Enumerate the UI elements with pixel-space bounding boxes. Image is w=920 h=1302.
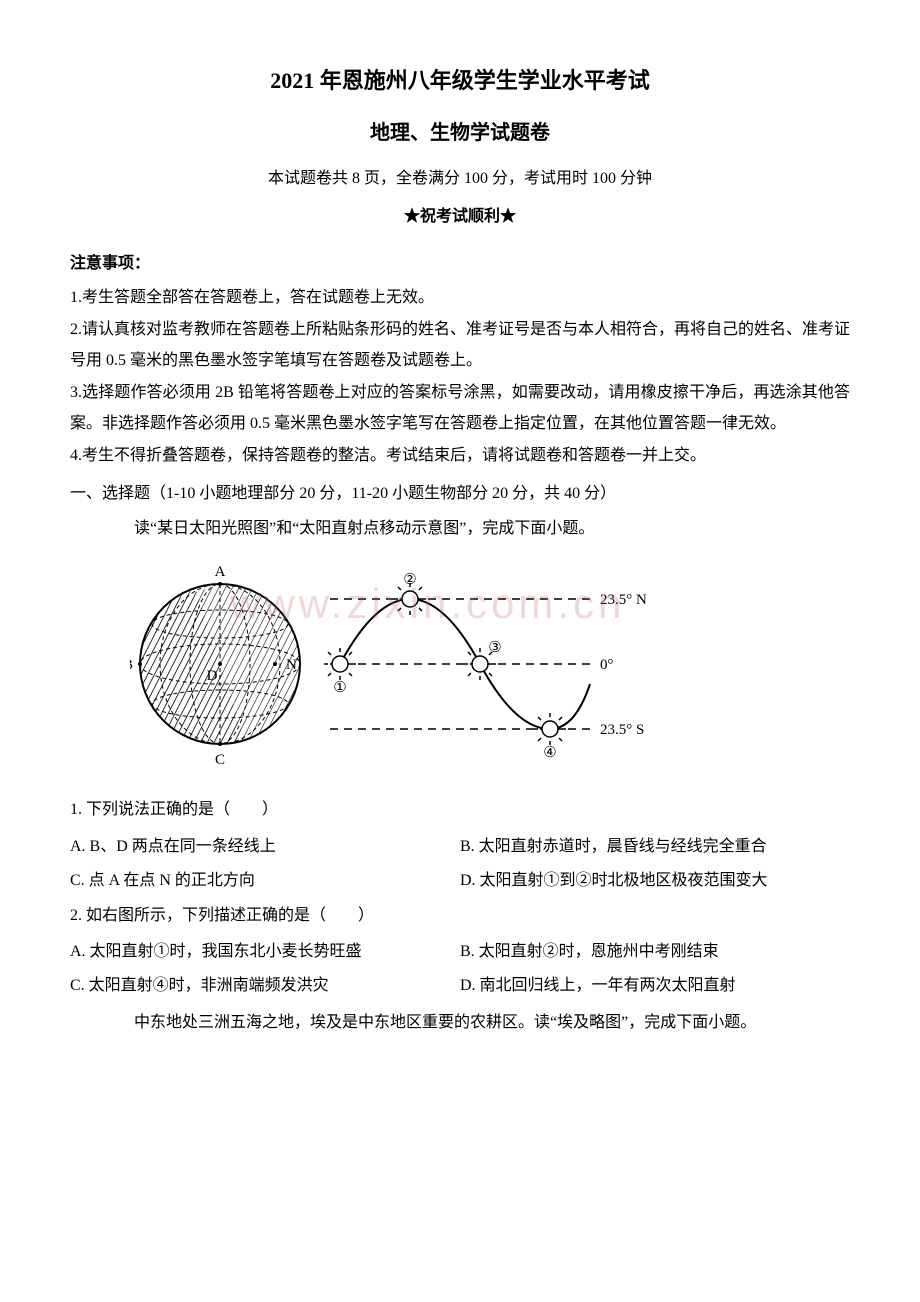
exam-title: 2021 年恩施州八年级学生学业水平考试 (70, 60, 850, 102)
exam-subtitle: 地理、生物学试题卷 (70, 114, 850, 152)
q1-optC: C. 点 A 在点 N 的正北方向 (70, 866, 460, 896)
label-N: N (286, 657, 297, 673)
label-A: A (215, 564, 226, 580)
q1-options-row1: A. B、D 两点在同一条经线上 B. 太阳直射赤道时，晨昏线与经线完全重合 (70, 832, 850, 862)
label-B: B (130, 657, 133, 673)
lat-s: 23.5° S (600, 722, 644, 738)
passage-2: 中东地处三洲五海之地，埃及是中东地区重要的农耕区。读“埃及略图”，完成下面小题。 (102, 1008, 850, 1038)
q2-optD: D. 南北回归线上，一年有两次太阳直射 (460, 971, 850, 1001)
q2-options-row2: C. 太阳直射④时，非洲南端频发洪灾 D. 南北回归线上，一年有两次太阳直射 (70, 971, 850, 1001)
q1-options-row2: C. 点 A 在点 N 的正北方向 D. 太阳直射①到②时北极地区极夜范围变大 (70, 866, 850, 896)
p3: ③ (488, 640, 501, 656)
lat-0: 0° (600, 657, 614, 673)
label-D: D (207, 668, 218, 684)
exam-info: 本试题卷共 8 页，全卷满分 100 分，考试用时 100 分钟 (70, 164, 850, 194)
section-header: 一、选择题（1-10 小题地理部分 20 分，11-20 小题生物部分 20 分… (70, 479, 850, 509)
figure-container: www.zixin.com.cn (130, 554, 850, 785)
q1-optD: D. 太阳直射①到②时北极地区极夜范围变大 (460, 866, 850, 896)
q2-optB: B. 太阳直射②时，恩施州中考刚结束 (460, 937, 850, 967)
notice-item-2: 2.请认真核对监考教师在答题卷上所粘贴条形码的姓名、准考证号是否与本人相符合，再… (70, 315, 850, 376)
passage-1: 读“某日太阳光照图”和“太阳直射点移动示意图”，完成下面小题。 (102, 514, 850, 544)
q1-optB: B. 太阳直射赤道时，晨昏线与经线完全重合 (460, 832, 850, 862)
p2: ② (403, 572, 416, 588)
q2-optA: A. 太阳直射①时，我国东北小麦长势旺盛 (70, 937, 460, 967)
q2-options-row1: A. 太阳直射①时，我国东北小麦长势旺盛 B. 太阳直射②时，恩施州中考刚结束 (70, 937, 850, 967)
notice-item-3: 3.选择题作答必须用 2B 铅笔将答题卷上对应的答案标号涂黑，如需要改动，请用橡… (70, 378, 850, 439)
good-luck: ★祝考试顺利★ (70, 202, 850, 232)
p1: ① (333, 680, 346, 696)
q1-stem: 1. 下列说法正确的是（ ） (70, 795, 850, 825)
label-C: C (215, 752, 225, 768)
notice-item-4: 4.考生不得折叠答题卷，保持答题卷的整洁。考试结束后，请将试题卷和答题卷一并上交… (70, 441, 850, 471)
diagram-svg: A B C N D 23.5° N 0° 23.5° S (130, 554, 690, 774)
globe-group: A B C N D (130, 564, 321, 768)
notice-item-1: 1.考生答题全部答在答题卷上，答在试题卷上无效。 (70, 283, 850, 313)
q2-optC: C. 太阳直射④时，非洲南端频发洪灾 (70, 971, 460, 1001)
notice-header: 注意事项： (70, 249, 850, 279)
p4: ④ (543, 745, 556, 761)
q2-stem: 2. 如右图所示，下列描述正确的是（ ） (70, 901, 850, 931)
q1-optA: A. B、D 两点在同一条经线上 (70, 832, 460, 862)
lat-n: 23.5° N (600, 592, 647, 608)
declination-group: 23.5° N 0° 23.5° S (324, 572, 647, 761)
